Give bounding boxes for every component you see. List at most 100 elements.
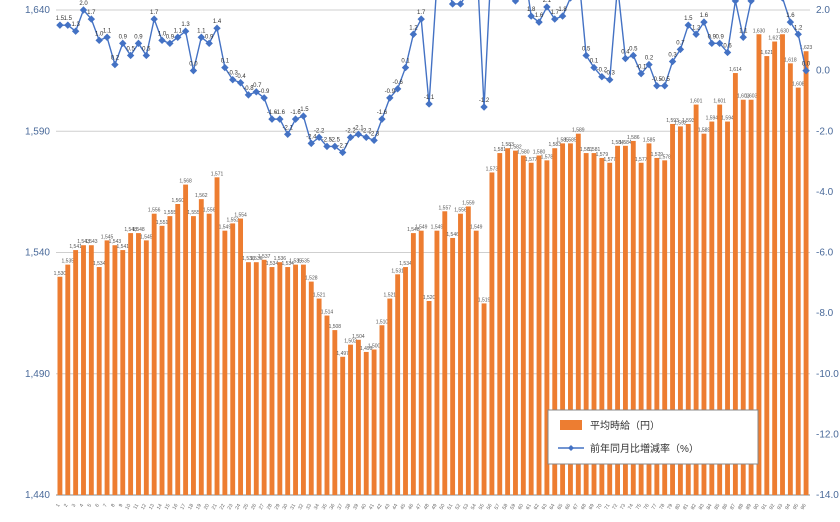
bar-value-label: 1,534 [399,261,412,267]
bar-value-label: 1,594 [706,116,719,122]
bar [57,277,62,495]
bar [246,262,251,495]
y-left-tick-label: 1,540 [25,248,50,259]
bar-value-label: 1,618 [784,57,797,63]
bar-value-label: 1,573 [486,166,499,172]
bar [81,245,86,495]
bar [796,88,801,495]
line-value-label: 0.5 [629,46,638,52]
bar-value-label: 1,601 [713,99,726,105]
line-value-label: 1.1 [174,28,183,34]
bar [317,299,322,495]
line-value-label: 0.1 [590,59,599,65]
bar [372,350,377,496]
line-value-label: -2.7 [338,143,349,149]
y-right-tick-label: -14.0 [816,490,839,501]
bar-value-label: 1,586 [627,135,640,141]
y-right-tick-label: 2.0 [816,5,830,16]
bar [403,267,408,495]
bar-value-label: 1,580 [517,150,530,156]
bar [160,226,165,495]
bar [804,51,809,495]
legend-bar-swatch [560,420,582,430]
line-value-label: 1.8 [558,7,567,13]
bar-value-label: 1,593 [682,118,695,124]
bar [387,299,392,495]
bar-value-label: 1,521 [384,293,397,299]
line-value-label: 0.7 [676,40,685,46]
line-value-label: -0.3 [605,71,616,77]
y-left-tick-label: 1,440 [25,490,50,501]
line-value-label: -1.2 [479,98,490,104]
bar [144,240,149,495]
bar-value-label: 1,510 [376,319,389,325]
bar-value-label: 1,554 [234,213,247,219]
bar [285,267,290,495]
line-value-label: -0.4 [235,74,246,80]
line-value-label: -1.5 [298,107,309,113]
bar [309,282,314,495]
bar [73,250,78,495]
line-value-label: -2.2 [314,128,325,134]
legend-line-label: 前年同月比増減率（%） [590,442,699,455]
bar [434,231,439,495]
bar-value-label: 1,577 [603,157,616,163]
bar [167,216,172,495]
y-right-tick-label: -8.0 [816,308,834,319]
line-value-label: 0.5 [142,46,151,52]
bar-value-label: 1,541 [117,244,130,250]
line-value-label: 0.9 [205,34,214,40]
bar-value-label: 1,578 [541,154,554,160]
bar [270,267,275,495]
bar [175,204,180,495]
bar-value-label: 1,537 [258,254,271,260]
bar [348,345,353,495]
bar [97,267,102,495]
line-value-label: 1.3 [71,22,80,28]
line-value-label: -0.6 [392,80,403,86]
bar-value-label: 1,549 [470,225,483,231]
bar-value-label: 1,530 [54,271,67,277]
bar-value-label: 1,557 [439,205,452,211]
line-value-label: 1.7 [417,10,426,16]
bar-value-label: 1,548 [132,227,145,233]
bar-value-label: 1,551 [156,220,169,226]
bar-value-label: 1,556 [203,208,216,214]
chart-container: 1,4401,4901,5401,5901,640-14.0-12.0-10.0… [0,0,840,522]
bar-value-label: 1,562 [195,193,208,199]
line-value-label: -0.1 [636,65,647,71]
line-value-label: -2.3 [369,131,380,137]
bar-value-label: 1,549 [431,225,444,231]
bar-value-label: 1,614 [729,67,742,73]
bar [505,148,510,495]
bar-value-label: 1,546 [446,232,459,238]
bar [152,214,157,495]
bar [764,56,769,495]
line-value-label: 0.0 [802,62,811,68]
bar [497,153,502,495]
bar [112,245,117,495]
line-value-label: -2.4 [306,134,317,140]
bar [277,262,282,495]
line-value-label: 1.2 [409,25,418,31]
bar [458,214,463,495]
line-value-label: 0.2 [645,56,654,62]
line-value-label: 2.0 [79,1,88,7]
line-value-label: 0.9 [119,34,128,40]
bar [364,352,369,495]
bar [136,233,141,495]
line-value-label: 0.1 [401,59,410,65]
bar [780,34,785,495]
bar-value-label: 1,608 [792,82,805,88]
bar-value-label: 1,555 [164,210,177,216]
y-left-tick-label: 1,640 [25,5,50,16]
bar [230,223,235,495]
bar [340,357,345,495]
bar-value-label: 1,555 [187,210,200,216]
bar-value-label: 1,601 [690,99,703,105]
y-right-tick-label: 0.0 [816,66,830,77]
bar-value-label: 1,577 [635,157,648,163]
bar-value-label: 1,594 [721,116,734,122]
line-value-label: 1.7 [87,10,96,16]
combo-chart: 1,4401,4901,5401,5901,640-14.0-12.0-10.0… [0,0,840,522]
